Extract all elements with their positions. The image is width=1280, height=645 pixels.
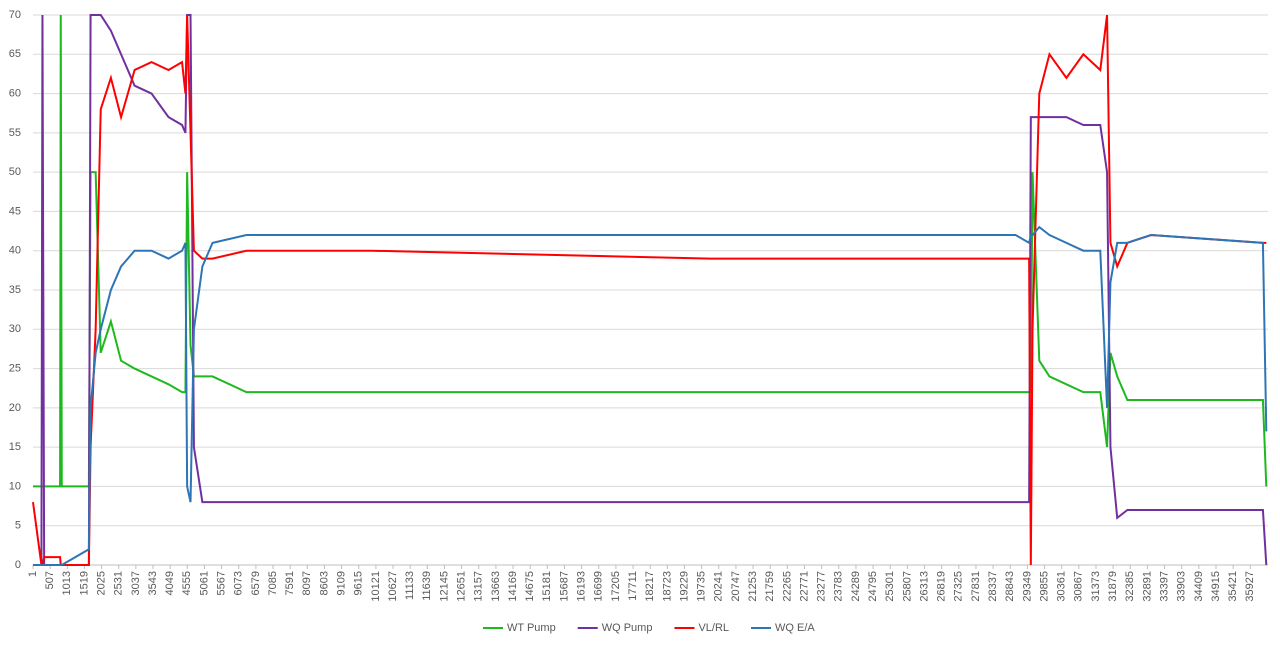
x-tick-label: 10627: [387, 571, 399, 602]
x-tick-label: 31879: [1107, 571, 1119, 602]
x-tick-label: 29855: [1038, 571, 1050, 602]
x-tick-label: 12651: [456, 571, 468, 602]
x-tick-label: 2531: [113, 571, 125, 595]
x-tick-label: 7085: [267, 571, 279, 595]
x-tick-label: 1: [27, 571, 39, 577]
x-tick-label: 20241: [713, 571, 725, 602]
y-tick-label: 0: [15, 559, 21, 571]
x-tick-label: 18723: [661, 571, 673, 602]
y-tick-label: 20: [9, 402, 21, 414]
x-tick-label: 4555: [181, 571, 193, 595]
x-tick-label: 14675: [524, 571, 536, 602]
x-tick-label: 33903: [1176, 571, 1188, 602]
x-tick-label: 33397: [1158, 571, 1170, 602]
x-tick-label: 24795: [867, 571, 879, 602]
x-tick-label: 30867: [1073, 571, 1085, 602]
x-tick-label: 26313: [918, 571, 930, 602]
x-tick-label: 23277: [816, 571, 828, 602]
y-tick-label: 35: [9, 284, 21, 296]
x-tick-label: 34915: [1210, 571, 1222, 602]
y-tick-label: 40: [9, 245, 21, 257]
legend-label: WQ Pump: [602, 622, 653, 634]
x-tick-label: 5567: [215, 571, 227, 595]
x-tick-label: 6073: [233, 571, 245, 595]
y-tick-label: 60: [9, 87, 21, 99]
x-tick-label: 29349: [1021, 571, 1033, 602]
x-tick-label: 27831: [970, 571, 982, 602]
x-tick-label: 507: [44, 571, 56, 589]
x-tick-label: 13663: [490, 571, 502, 602]
x-tick-label: 35421: [1227, 571, 1239, 602]
x-tick-label: 26819: [936, 571, 948, 602]
x-tick-label: 22771: [798, 571, 810, 602]
x-tick-label: 1013: [61, 571, 73, 595]
x-tick-label: 11133: [404, 571, 416, 600]
y-tick-label: 70: [9, 9, 21, 21]
x-tick-label: 21253: [747, 571, 759, 602]
x-tick-label: 14169: [507, 571, 519, 602]
x-tick-label: 15687: [558, 571, 570, 602]
x-tick-label: 1519: [78, 571, 90, 595]
x-tick-label: 25301: [884, 571, 896, 602]
x-tick-label: 32891: [1141, 571, 1153, 602]
x-tick-label: 24289: [850, 571, 862, 602]
x-tick-label: 34409: [1193, 571, 1205, 602]
x-tick-label: 22265: [781, 571, 793, 602]
x-tick-label: 3037: [130, 571, 142, 595]
x-tick-label: 16699: [593, 571, 605, 602]
x-tick-label: 16193: [576, 571, 588, 602]
x-tick-label: 19229: [678, 571, 690, 602]
x-tick-label: 18217: [644, 571, 656, 602]
y-tick-label: 30: [9, 323, 21, 335]
x-tick-label: 9109: [336, 571, 348, 595]
x-tick-label: 23783: [833, 571, 845, 602]
y-tick-label: 50: [9, 166, 21, 178]
series-line: [32, 14, 1267, 566]
x-tick-label: 9615: [353, 571, 365, 595]
y-tick-label: 45: [9, 205, 21, 217]
y-tick-label: 55: [9, 127, 21, 139]
y-tick-label: 25: [9, 362, 21, 374]
series-line: [33, 14, 1268, 488]
y-tick-label: 15: [9, 441, 21, 453]
x-tick-label: 12145: [438, 571, 450, 602]
x-tick-label: 7591: [284, 571, 296, 595]
x-tick-label: 8097: [301, 571, 313, 595]
x-tick-label: 13157: [473, 571, 485, 602]
x-tick-label: 8603: [318, 571, 330, 595]
x-tick-label: 11639: [421, 571, 433, 601]
x-tick-label: 35927: [1244, 571, 1256, 602]
x-tick-label: 4049: [164, 571, 176, 595]
x-tick-label: 6579: [250, 571, 262, 595]
x-tick-label: 28337: [987, 571, 999, 602]
x-tick-label: 10121: [370, 571, 382, 602]
x-tick-label: 17711: [627, 571, 639, 601]
x-tick-label: 17205: [610, 571, 622, 602]
x-tick-label: 15181: [541, 571, 553, 602]
x-tick-label: 31373: [1090, 571, 1102, 602]
series-line: [33, 225, 1268, 566]
x-tick-label: 27325: [953, 571, 965, 602]
legend-label: VL/RL: [698, 622, 729, 634]
x-tick-label: 25807: [901, 571, 913, 602]
legend-label: WQ E/A: [775, 622, 815, 634]
x-tick-label: 19735: [696, 571, 708, 602]
legend-label: WT Pump: [507, 622, 556, 634]
x-tick-label: 32385: [1124, 571, 1136, 602]
x-tick-label: 28843: [1004, 571, 1016, 602]
x-tick-label: 2025: [95, 571, 107, 595]
y-tick-label: 5: [15, 520, 21, 532]
x-tick-label: 20747: [730, 571, 742, 602]
y-tick-label: 65: [9, 48, 21, 60]
x-tick-label: 21759: [764, 571, 776, 602]
x-tick-label: 3543: [147, 571, 159, 595]
x-tick-label: 30361: [1056, 571, 1068, 602]
y-tick-label: 10: [9, 480, 21, 492]
x-tick-label: 5061: [198, 571, 210, 595]
